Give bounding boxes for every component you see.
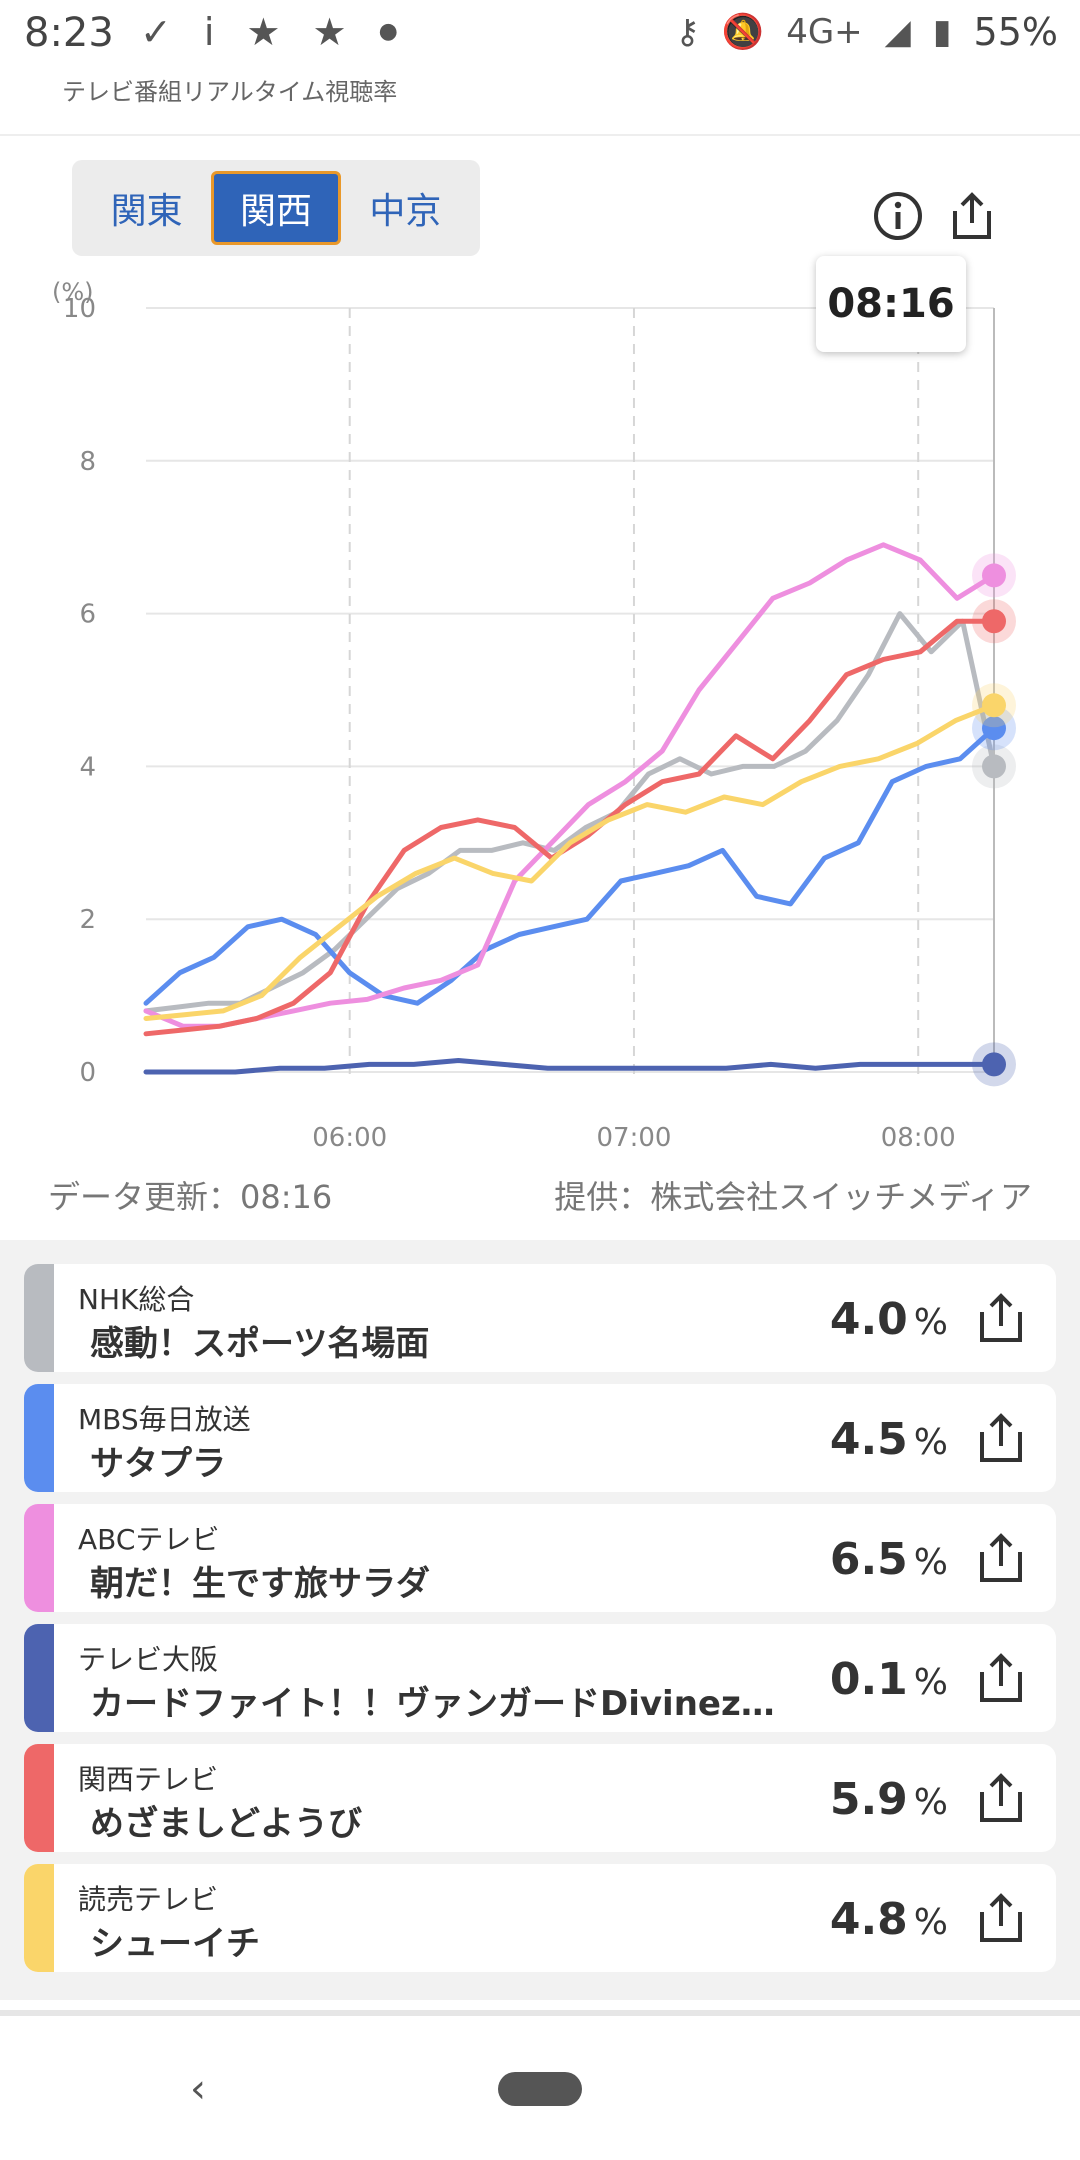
provider-text: 提供：株式会社スイッチメディア — [554, 1178, 1032, 1216]
series-line — [143, 725, 997, 1006]
program-name: カードファイト！！ヴァンガードDivinez… — [90, 1684, 775, 1724]
channel-list: NHK総合 感動！スポーツ名場面 4.0% MBS毎日放送 サタプラ 4.5% … — [0, 1240, 1080, 2000]
y-tick-label: 8 — [79, 447, 96, 477]
status-time: 8:23 — [24, 10, 114, 56]
program-name: 朝だ！生です旅サラダ — [90, 1564, 430, 1604]
channel-color-bar — [24, 1384, 54, 1492]
bell-off-icon: 🔕 — [721, 12, 765, 52]
app-title: テレビ番組リアルタイム視聴率 — [62, 78, 398, 106]
status-left-icons: ✓ ⅰ ★ ★ ● — [140, 12, 398, 52]
share-icon[interactable] — [974, 1770, 1028, 1826]
channel-color-bar — [24, 1264, 54, 1372]
share-icon[interactable] — [974, 1410, 1028, 1466]
check-download-icon: ✓ — [140, 10, 172, 54]
channel-color-bar — [24, 1864, 54, 1972]
series-line — [143, 702, 997, 1021]
y-tick-label: 2 — [79, 905, 96, 935]
rating-value: 4.5% — [829, 1414, 948, 1465]
share-icon[interactable] — [942, 186, 1002, 246]
network-type: 4G+ — [786, 12, 863, 52]
bottom-divider — [0, 2010, 1080, 2016]
region-tabs: 関東 関西 中京 — [72, 160, 480, 256]
x-tick-label: 06:00 — [312, 1123, 387, 1150]
key-icon: ⚷ — [674, 12, 700, 52]
channel-color-bar — [24, 1504, 54, 1612]
series-line — [143, 542, 997, 1029]
info-icon[interactable] — [868, 186, 928, 246]
series-end-point — [982, 716, 1006, 741]
tab-kanto[interactable]: 関東 — [110, 191, 183, 232]
home-pill[interactable] — [498, 2072, 582, 2106]
channel-card-tvo[interactable]: テレビ大阪 カードファイト！！ヴァンガードDivinez… 0.1% — [24, 1624, 1056, 1732]
y-axis-label: (%) — [52, 278, 94, 306]
channel-name: テレビ大阪 — [78, 1643, 219, 1676]
y-tick-label: 6 — [79, 600, 96, 630]
share-icon[interactable] — [974, 1530, 1028, 1586]
program-name: 感動！スポーツ名場面 — [90, 1324, 430, 1364]
x-tick-label: 08:00 — [881, 1123, 956, 1150]
star-icon: ★ — [246, 10, 281, 54]
rating-value: 6.5% — [829, 1534, 948, 1585]
rating-chart[interactable]: 0 2 4 6 8 10 (%) 06:00 07:00 08:00 — [0, 270, 1080, 1150]
dot-icon: ● — [378, 19, 398, 44]
time-tooltip: 08:16 — [816, 256, 966, 352]
battery-icon: ▮ — [932, 12, 952, 52]
rating-value: 5.9% — [829, 1774, 948, 1825]
series-line — [143, 618, 997, 1037]
channel-card-abc[interactable]: ABCテレビ 朝だ！生です旅サラダ 6.5% — [24, 1504, 1056, 1612]
header-divider — [0, 134, 1080, 136]
channel-name: MBS毎日放送 — [78, 1403, 251, 1436]
series-end-point — [982, 1052, 1006, 1077]
share-icon[interactable] — [974, 1890, 1028, 1946]
channel-color-bar — [24, 1624, 54, 1732]
channel-name: NHK総合 — [78, 1283, 195, 1316]
signal-icon: ◢ — [884, 12, 911, 52]
program-name: サタプラ — [90, 1444, 226, 1484]
share-icon[interactable] — [974, 1290, 1028, 1346]
chart-footer: データ更新：08:16 提供：株式会社スイッチメディア — [0, 1172, 1080, 1222]
series-end-point — [982, 609, 1006, 634]
rating-value: 4.8% — [829, 1894, 948, 1945]
rating-chart-svg: 0 2 4 6 8 10(%) 06:00 07:00 08:00 — [52, 278, 1016, 1150]
back-icon[interactable]: ‹ — [190, 2066, 206, 2112]
y-tick-label: 10 — [63, 294, 96, 324]
series-end-point — [982, 693, 1006, 718]
signal-arrow-icon: ⅰ — [203, 10, 215, 54]
channel-card-mbs[interactable]: MBS毎日放送 サタプラ 4.5% — [24, 1384, 1056, 1492]
series-line — [143, 611, 997, 1014]
channel-name: ABCテレビ — [78, 1523, 220, 1556]
tab-kansai[interactable]: 関西 — [211, 171, 341, 245]
status-right: ⚷ 🔕 4G+ ◢ ▮ 55% — [675, 12, 1058, 52]
channel-color-bar — [24, 1744, 54, 1852]
system-nav-bar: ‹ — [0, 2016, 1080, 2160]
channel-name: 関西テレビ — [78, 1763, 219, 1796]
battery-percent: 55% — [973, 10, 1058, 54]
series-end-point — [982, 754, 1006, 779]
series-line — [143, 1058, 997, 1075]
status-bar: 8:23 ✓ ⅰ ★ ★ ● ⚷ 🔕 4G+ ◢ ▮ 55% — [0, 0, 1080, 72]
rating-value: 0.1% — [829, 1654, 948, 1705]
series-end-point — [982, 563, 1006, 588]
star-icon: ★ — [312, 10, 347, 54]
channel-card-ytv[interactable]: 読売テレビ シューイチ 4.8% — [24, 1864, 1056, 1972]
channel-card-nhk[interactable]: NHK総合 感動！スポーツ名場面 4.0% — [24, 1264, 1056, 1372]
rating-value: 4.0% — [829, 1294, 948, 1345]
program-name: めざましどようび — [90, 1804, 362, 1844]
channel-card-ktv[interactable]: 関西テレビ めざましどようび 5.9% — [24, 1744, 1056, 1852]
update-time: データ更新：08:16 — [48, 1178, 333, 1216]
tab-chukyo[interactable]: 中京 — [369, 191, 442, 232]
share-icon[interactable] — [974, 1650, 1028, 1706]
x-tick-label: 07:00 — [596, 1123, 671, 1150]
y-tick-label: 0 — [79, 1058, 96, 1088]
y-tick-label: 4 — [79, 752, 96, 782]
channel-name: 読売テレビ — [78, 1883, 219, 1916]
program-name: シューイチ — [90, 1924, 260, 1964]
